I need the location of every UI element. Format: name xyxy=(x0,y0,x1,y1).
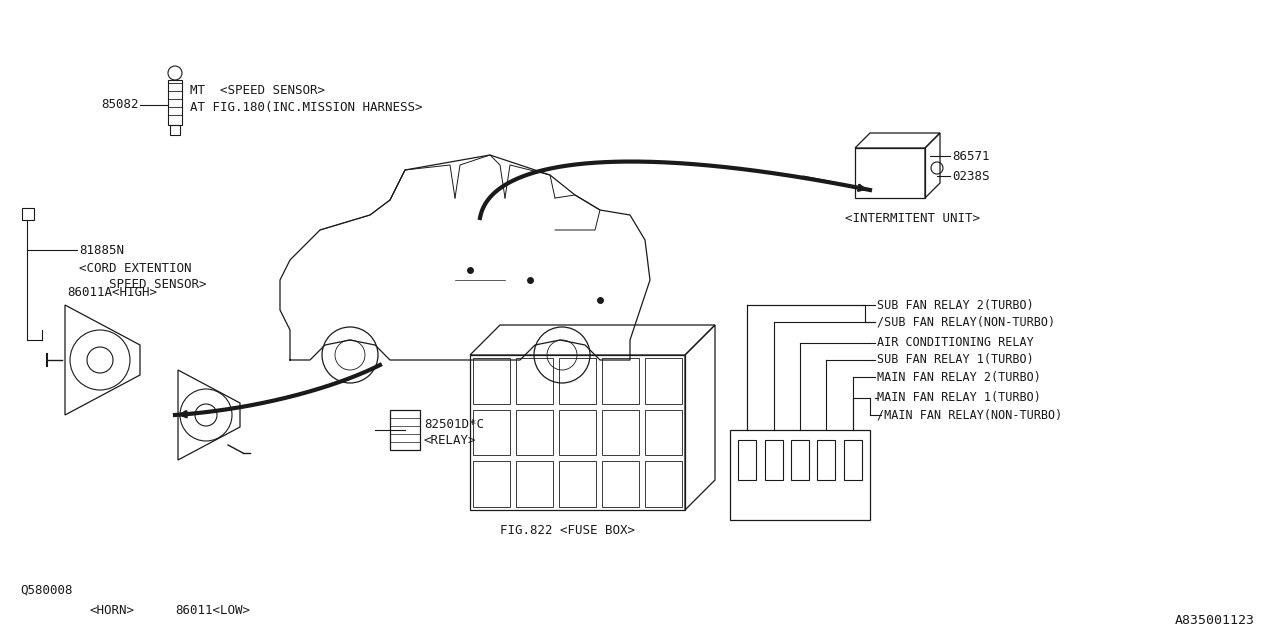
Text: A835001123: A835001123 xyxy=(1175,614,1254,627)
Bar xyxy=(791,440,809,480)
Bar xyxy=(602,410,639,455)
Bar xyxy=(470,355,685,510)
Text: SUB FAN RELAY 2(TURBO): SUB FAN RELAY 2(TURBO) xyxy=(877,298,1034,312)
Bar xyxy=(474,358,509,404)
Bar xyxy=(855,148,925,198)
Text: /MAIN FAN RELAY(NON-TURBO): /MAIN FAN RELAY(NON-TURBO) xyxy=(877,408,1062,422)
Bar xyxy=(516,461,553,507)
Text: 82501D*C: 82501D*C xyxy=(424,419,484,431)
Text: MAIN FAN RELAY 2(TURBO): MAIN FAN RELAY 2(TURBO) xyxy=(877,371,1041,383)
Bar xyxy=(818,440,836,480)
Text: <INTERMITENT UNIT>: <INTERMITENT UNIT> xyxy=(845,211,980,225)
Text: AIR CONDITIONING RELAY: AIR CONDITIONING RELAY xyxy=(877,337,1034,349)
Text: 86011A<HIGH>: 86011A<HIGH> xyxy=(67,285,157,298)
Bar xyxy=(602,461,639,507)
Text: <RELAY>: <RELAY> xyxy=(424,433,476,447)
Bar xyxy=(645,358,682,404)
Bar xyxy=(559,358,596,404)
Bar xyxy=(559,461,596,507)
Text: 86011<LOW>: 86011<LOW> xyxy=(175,604,250,616)
Text: 81885N: 81885N xyxy=(79,243,124,257)
Bar xyxy=(22,208,35,220)
Text: 85082: 85082 xyxy=(101,99,140,111)
Text: Q580008: Q580008 xyxy=(20,584,73,596)
Text: AT FIG.180(INC.MISSION HARNESS>: AT FIG.180(INC.MISSION HARNESS> xyxy=(189,100,422,113)
Text: <CORD EXTENTION: <CORD EXTENTION xyxy=(79,262,192,275)
Text: 0238S: 0238S xyxy=(952,170,989,182)
Bar xyxy=(844,440,861,480)
Bar xyxy=(516,410,553,455)
Text: 86571: 86571 xyxy=(952,150,989,163)
Bar xyxy=(474,410,509,455)
Bar xyxy=(168,80,182,125)
Bar xyxy=(645,461,682,507)
Bar xyxy=(764,440,782,480)
Text: FIG.822 <FUSE BOX>: FIG.822 <FUSE BOX> xyxy=(500,524,635,536)
Bar xyxy=(516,358,553,404)
Bar xyxy=(474,461,509,507)
Text: SPEED SENSOR>: SPEED SENSOR> xyxy=(79,278,206,291)
Bar xyxy=(645,410,682,455)
Text: SUB FAN RELAY 1(TURBO): SUB FAN RELAY 1(TURBO) xyxy=(877,353,1034,367)
Text: MAIN FAN RELAY 1(TURBO): MAIN FAN RELAY 1(TURBO) xyxy=(877,392,1041,404)
Bar xyxy=(170,125,180,135)
Text: /SUB FAN RELAY(NON-TURBO): /SUB FAN RELAY(NON-TURBO) xyxy=(877,316,1055,328)
Bar xyxy=(559,410,596,455)
Bar xyxy=(739,440,756,480)
Text: MT  <SPEED SENSOR>: MT <SPEED SENSOR> xyxy=(189,83,325,97)
Text: <HORN>: <HORN> xyxy=(90,604,134,616)
Bar xyxy=(730,430,870,520)
Bar xyxy=(390,410,420,450)
Bar xyxy=(602,358,639,404)
